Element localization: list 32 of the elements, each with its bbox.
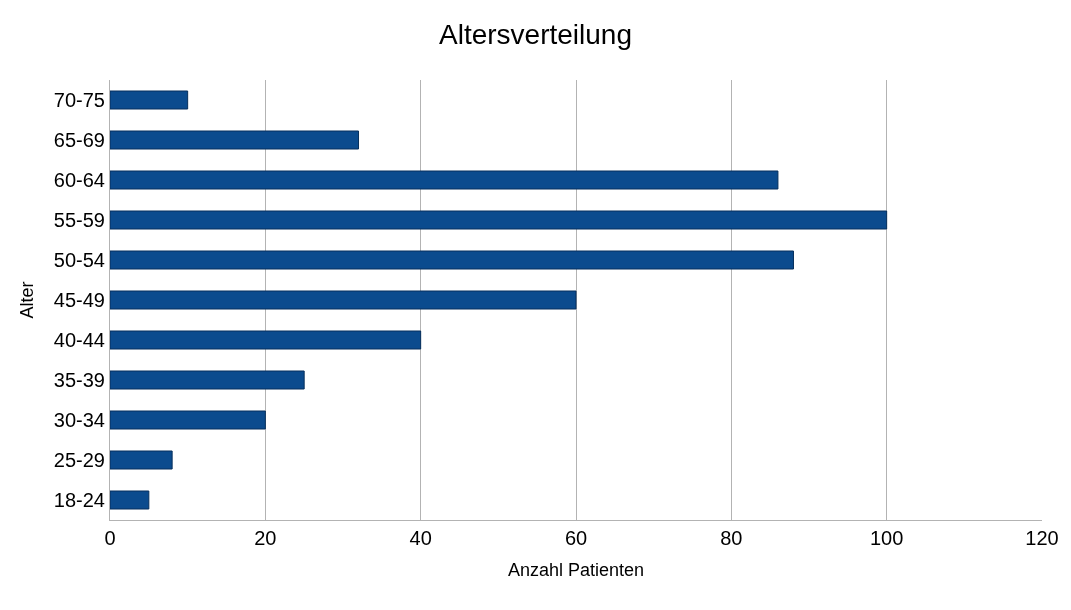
x-tick-label: 100: [869, 527, 904, 549]
y-tick-label: 55-59: [53, 209, 105, 231]
y-tick-label: 30-34: [53, 409, 105, 431]
bar: [110, 170, 779, 190]
y-tick-label: 50-54: [53, 249, 105, 271]
y-tick-label: 65-69: [53, 129, 105, 151]
y-tick-label: 40-44: [53, 329, 105, 351]
bar: [110, 290, 577, 310]
bar: [110, 210, 888, 230]
x-tick-label: 80: [720, 527, 743, 549]
y-tick-label: 35-39: [53, 369, 105, 391]
x-tick-label: 40: [409, 527, 432, 549]
bar: [110, 90, 189, 110]
x-tick-label: 120: [1025, 527, 1059, 549]
bar: [110, 410, 266, 430]
y-tick-label: 18-24: [53, 489, 105, 511]
x-tick-label: 20: [254, 527, 277, 549]
x-tick-label: 60: [564, 527, 588, 549]
y-axis-title: Alter: [17, 281, 38, 319]
bar: [110, 130, 360, 150]
bar: [110, 250, 794, 270]
chart-title: Altersverteilung: [439, 19, 632, 50]
bar: [110, 330, 422, 350]
bar: [110, 450, 173, 470]
x-tick-label: 0: [104, 527, 116, 549]
x-axis-title: Anzahl Patienten: [507, 560, 645, 581]
bar: [110, 370, 305, 390]
y-tick-label: 45-49: [53, 289, 105, 311]
y-tick-label: 70-75: [53, 89, 105, 111]
bar: [110, 490, 150, 510]
y-tick-label: 60-64: [53, 169, 105, 191]
y-tick-label: 25-29: [53, 449, 105, 471]
